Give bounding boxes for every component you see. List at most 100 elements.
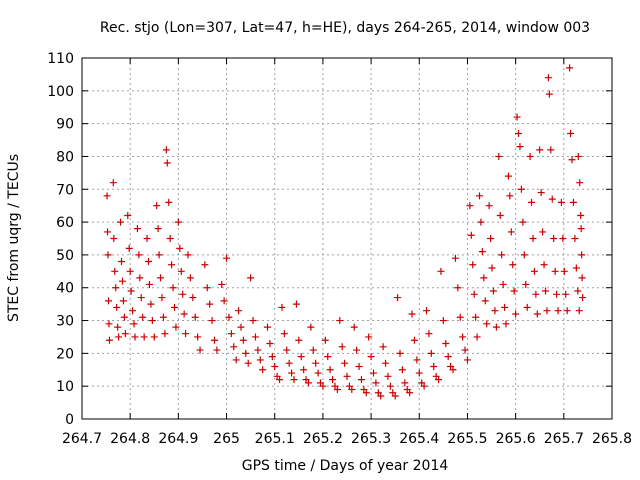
data-point <box>568 156 576 164</box>
data-point <box>382 359 390 367</box>
data-point <box>211 336 218 344</box>
plot-frame <box>81 57 613 420</box>
y-tick-label: 10 <box>56 379 74 395</box>
data-point <box>223 254 231 262</box>
y-tick-label: 70 <box>56 182 74 198</box>
data-point <box>406 389 414 397</box>
data-point <box>420 382 428 390</box>
data-point <box>129 307 137 315</box>
data-point <box>473 333 481 341</box>
data-point <box>512 310 520 318</box>
data-point <box>396 349 404 357</box>
data-point <box>338 343 346 351</box>
data-point <box>162 146 170 154</box>
data-point <box>449 366 457 374</box>
data-point <box>461 346 469 354</box>
y-tick-label: 100 <box>47 84 74 100</box>
data-point <box>569 198 577 206</box>
data-point <box>336 317 344 325</box>
data-point <box>394 294 402 302</box>
data-point <box>259 366 267 374</box>
data-point <box>177 267 185 275</box>
data-point <box>220 297 228 305</box>
data-point <box>523 303 531 311</box>
data-point <box>504 172 512 180</box>
data-point <box>415 369 423 377</box>
data-point <box>575 307 583 315</box>
data-point <box>244 359 252 367</box>
data-point <box>488 264 496 272</box>
data-point <box>249 317 257 325</box>
data-point <box>472 313 480 321</box>
data-point <box>264 323 271 331</box>
data-point <box>542 287 550 295</box>
data-point <box>480 274 488 282</box>
data-point <box>171 303 179 311</box>
data-point <box>189 294 197 302</box>
data-point <box>536 146 544 154</box>
data-point <box>510 287 518 295</box>
data-point <box>115 333 123 341</box>
data-point <box>437 267 445 275</box>
x-tick-label: 265.7 <box>544 431 584 447</box>
data-point <box>237 323 245 331</box>
x-tick-label: 265.1 <box>255 431 295 447</box>
data-point <box>499 280 507 288</box>
data-point <box>130 320 138 328</box>
data-point <box>105 336 113 344</box>
data-point <box>119 297 127 305</box>
data-point <box>155 251 163 259</box>
data-point <box>398 366 406 374</box>
y-axis-label: STEC from uqrg / TECUs <box>6 154 22 322</box>
data-point <box>324 353 332 361</box>
data-point <box>562 290 570 298</box>
data-point <box>353 346 361 354</box>
x-tick-label: 265.4 <box>399 431 439 447</box>
data-point <box>408 310 416 318</box>
data-point <box>413 356 421 364</box>
data-point <box>578 274 586 282</box>
data-point <box>304 379 312 387</box>
data-point <box>206 300 214 308</box>
data-point <box>166 235 174 242</box>
data-point <box>111 267 119 275</box>
x-tick-label: 265.8 <box>592 431 632 447</box>
data-point <box>137 294 145 302</box>
data-point <box>451 254 459 262</box>
data-point <box>124 212 132 220</box>
data-point <box>103 192 111 200</box>
data-point <box>321 336 329 344</box>
data-point <box>191 313 199 321</box>
data-point <box>539 228 547 236</box>
data-point <box>576 179 584 187</box>
data-point <box>370 369 377 377</box>
data-point <box>227 330 235 338</box>
data-point <box>285 359 293 367</box>
data-point <box>528 198 536 206</box>
data-point <box>254 346 262 354</box>
data-point <box>469 261 477 269</box>
data-point <box>470 290 478 298</box>
data-point <box>158 294 166 302</box>
data-point <box>544 74 552 82</box>
data-point <box>127 287 135 295</box>
data-point <box>300 366 308 374</box>
data-point <box>377 392 385 400</box>
data-point <box>578 251 586 259</box>
data-point <box>410 336 418 344</box>
data-point <box>218 280 226 288</box>
y-tick-label: 0 <box>65 412 74 428</box>
data-point <box>560 267 568 275</box>
data-point <box>540 261 548 269</box>
data-point <box>172 323 180 331</box>
data-point <box>502 320 510 328</box>
y-tick-label: 80 <box>56 149 74 165</box>
data-point <box>520 251 528 259</box>
x-tick-label: 264.7 <box>62 431 102 447</box>
data-point <box>120 313 128 321</box>
data-point <box>121 330 129 338</box>
data-point <box>117 218 125 226</box>
data-point <box>126 267 134 275</box>
data-point <box>487 235 495 242</box>
data-point <box>515 129 523 137</box>
